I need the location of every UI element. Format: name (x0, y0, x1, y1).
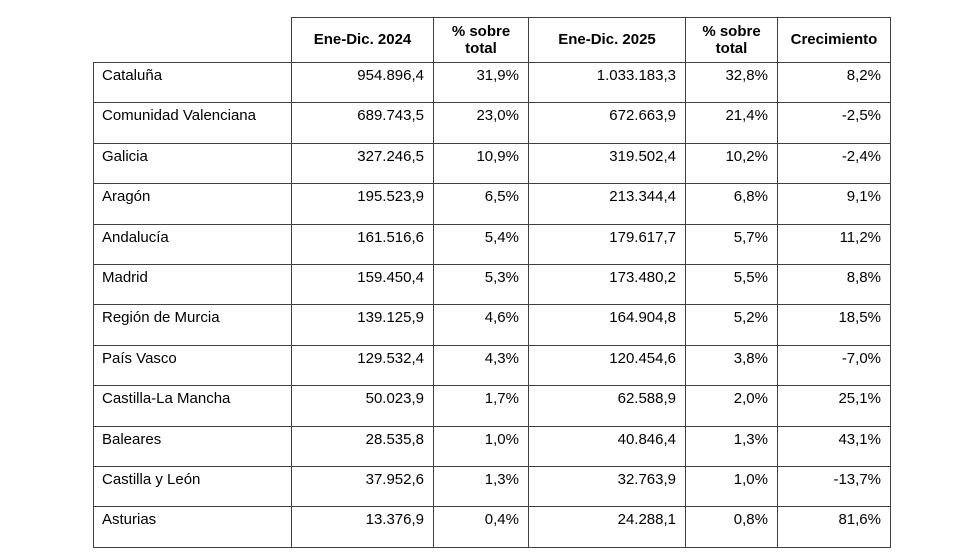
pct-2025: 3,8% (685, 344, 778, 387)
table-row-aragon: Aragón 195.523,9 6,5% 213.344,4 6,8% 9,1… (93, 183, 891, 225)
pct-2024: 1,3% (433, 465, 529, 508)
pct-2024: 0,4% (433, 506, 529, 548)
value-2025: 672.663,9 (528, 102, 686, 144)
value-2025: 40.846,4 (528, 425, 686, 467)
growth-value: 8,8% (777, 263, 891, 306)
value-2024: 327.246,5 (291, 142, 434, 185)
growth-value: 8,2% (777, 61, 891, 104)
pct-2024: 10,9% (433, 142, 529, 185)
table-row-asturias: Asturias 13.376,9 0,4% 24.288,1 0,8% 81,… (93, 506, 891, 548)
growth-value: 25,1% (777, 385, 891, 427)
pct-2024: 4,3% (433, 344, 529, 387)
pct-2025: 21,4% (685, 102, 778, 144)
pct-2025: 5,2% (685, 304, 778, 346)
pct-2025: 5,5% (685, 263, 778, 306)
region-name: Galicia (93, 142, 292, 185)
column-header-pct-total-2025: % sobre total (685, 17, 778, 63)
header-row: Ene-Dic. 2024 % sobre total Ene-Dic. 202… (94, 17, 891, 63)
column-header-ene-dic-2025: Ene-Dic. 2025 (528, 17, 686, 63)
region-name: Cataluña (93, 61, 292, 104)
region-name: Aragón (93, 183, 292, 225)
value-2024: 139.125,9 (291, 304, 434, 346)
pct-2024: 1,7% (433, 385, 529, 427)
blank-corner-cell (94, 18, 292, 63)
pct-2025: 0,8% (685, 506, 778, 548)
value-2024: 28.535,8 (291, 425, 434, 467)
pct-2025: 32,8% (685, 61, 778, 104)
region-name: Castilla-La Mancha (93, 385, 292, 427)
value-2024: 13.376,9 (291, 506, 434, 548)
pct-2025: 5,7% (685, 223, 778, 265)
value-2024: 129.532,4 (291, 344, 434, 387)
growth-value: 9,1% (777, 183, 891, 225)
pct-2025: 1,3% (685, 425, 778, 467)
region-name: Madrid (93, 263, 292, 306)
value-2024: 689.743,5 (291, 102, 434, 144)
pct-2024: 5,3% (433, 263, 529, 306)
regions-data-table-container: Ene-Dic. 2024 % sobre total Ene-Dic. 202… (93, 17, 891, 548)
table-row-comunidad-valenciana: Comunidad Valenciana 689.743,5 23,0% 672… (93, 102, 891, 144)
value-2025: 32.763,9 (528, 465, 686, 508)
value-2024: 159.450,4 (291, 263, 434, 306)
growth-value: -7,0% (777, 344, 891, 387)
pct-2025: 10,2% (685, 142, 778, 185)
region-name: Comunidad Valenciana (93, 102, 292, 144)
pct-2024: 23,0% (433, 102, 529, 144)
pct-2024: 1,0% (433, 425, 529, 467)
pct-2025: 2,0% (685, 385, 778, 427)
pct-2025: 6,8% (685, 183, 778, 225)
table-row-pais-vasco: País Vasco 129.532,4 4,3% 120.454,6 3,8%… (93, 344, 891, 387)
growth-value: -2,4% (777, 142, 891, 185)
growth-value: -2,5% (777, 102, 891, 144)
table-row-madrid: Madrid 159.450,4 5,3% 173.480,2 5,5% 8,8… (93, 263, 891, 306)
value-2024: 161.516,6 (291, 223, 434, 265)
pct-2024: 5,4% (433, 223, 529, 265)
region-name: Asturias (93, 506, 292, 548)
growth-value: 18,5% (777, 304, 891, 346)
value-2024: 37.952,6 (291, 465, 434, 508)
value-2025: 24.288,1 (528, 506, 686, 548)
region-name: Andalucía (93, 223, 292, 265)
growth-value: 43,1% (777, 425, 891, 467)
region-name: Baleares (93, 425, 292, 467)
value-2025: 319.502,4 (528, 142, 686, 185)
table-row-castilla-y-leon: Castilla y León 37.952,6 1,3% 32.763,9 1… (93, 465, 891, 508)
value-2025: 179.617,7 (528, 223, 686, 265)
value-2025: 213.344,4 (528, 183, 686, 225)
region-name: Región de Murcia (93, 304, 292, 346)
table-row-cataluna: Cataluña 954.896,4 31,9% 1.033.183,3 32,… (93, 61, 891, 104)
table-row-andalucia: Andalucía 161.516,6 5,4% 179.617,7 5,7% … (93, 223, 891, 265)
table-row-castilla-la-mancha: Castilla-La Mancha 50.023,9 1,7% 62.588,… (93, 385, 891, 427)
growth-value: 81,6% (777, 506, 891, 548)
value-2025: 164.904,8 (528, 304, 686, 346)
value-2025: 173.480,2 (528, 263, 686, 306)
value-2024: 195.523,9 (291, 183, 434, 225)
pct-2025: 1,0% (685, 465, 778, 508)
pct-2024: 31,9% (433, 61, 529, 104)
region-name: Castilla y León (93, 465, 292, 508)
table-row-baleares: Baleares 28.535,8 1,0% 40.846,4 1,3% 43,… (93, 425, 891, 467)
value-2025: 62.588,9 (528, 385, 686, 427)
pct-2024: 6,5% (433, 183, 529, 225)
table-row-galicia: Galicia 327.246,5 10,9% 319.502,4 10,2% … (93, 142, 891, 185)
value-2025: 120.454,6 (528, 344, 686, 387)
table-row-region-de-murcia: Región de Murcia 139.125,9 4,6% 164.904,… (93, 304, 891, 346)
column-header-pct-total-2024: % sobre total (433, 17, 529, 63)
regions-data-table: Ene-Dic. 2024 % sobre total Ene-Dic. 202… (93, 17, 891, 548)
value-2024: 50.023,9 (291, 385, 434, 427)
pct-2024: 4,6% (433, 304, 529, 346)
region-name: País Vasco (93, 344, 292, 387)
growth-value: 11,2% (777, 223, 891, 265)
column-header-crecimiento: Crecimiento (777, 17, 891, 63)
value-2024: 954.896,4 (291, 61, 434, 104)
column-header-ene-dic-2024: Ene-Dic. 2024 (291, 17, 434, 63)
value-2025: 1.033.183,3 (528, 61, 686, 104)
growth-value: -13,7% (777, 465, 891, 508)
